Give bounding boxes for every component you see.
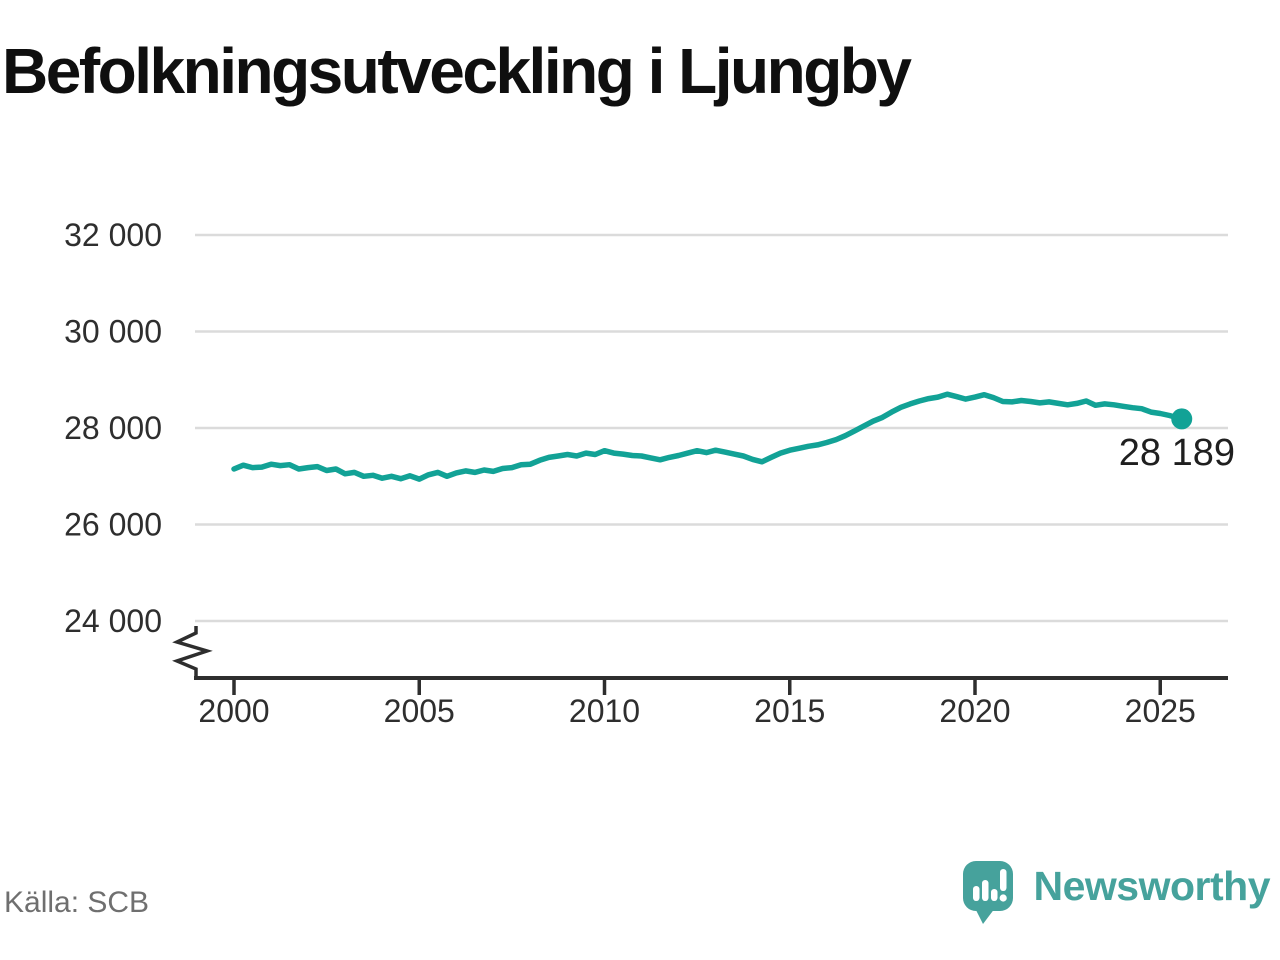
- logo-bar-2: [981, 880, 988, 901]
- newsworthy-wordmark: Newsworthy: [1033, 863, 1271, 909]
- chart-title: Befolkningsutveckling i Ljungby: [2, 35, 912, 107]
- source-label: Källa: SCB: [4, 886, 150, 919]
- logo-bar-1: [972, 886, 979, 901]
- newsworthy-logo-icon: [962, 861, 1013, 924]
- x-tick-label: 2015: [754, 693, 825, 729]
- x-tick-label: 2005: [384, 693, 455, 729]
- population-line-chart: 24 000 26 000 28 000 30 000 32 000 2000 2005 20…: [64, 217, 1235, 729]
- population-line: [231, 391, 1185, 482]
- newsworthy-brand: Newsworthy: [962, 860, 1271, 926]
- axis-break-icon: [172, 626, 213, 678]
- logo-bubble-tail: [974, 908, 995, 923]
- x-tick-label: 2025: [1125, 693, 1196, 729]
- end-value-label: 28 189: [1119, 432, 1235, 474]
- logo-exclamation-dot: [999, 894, 1007, 902]
- logo-exclamation-bar: [999, 869, 1006, 891]
- y-tick-label: 28 000: [64, 410, 162, 446]
- y-tick-label: 26 000: [64, 507, 162, 543]
- logo-bar-3: [990, 889, 997, 901]
- y-tick-label: 24 000: [64, 603, 162, 639]
- x-tick-label: 2020: [939, 693, 1010, 729]
- y-tick-label: 32 000: [64, 217, 162, 253]
- x-tick-label: 2000: [198, 693, 269, 729]
- end-dot: [1171, 408, 1193, 430]
- y-tick-label: 30 000: [64, 314, 162, 350]
- x-tick-label: 2010: [569, 693, 640, 729]
